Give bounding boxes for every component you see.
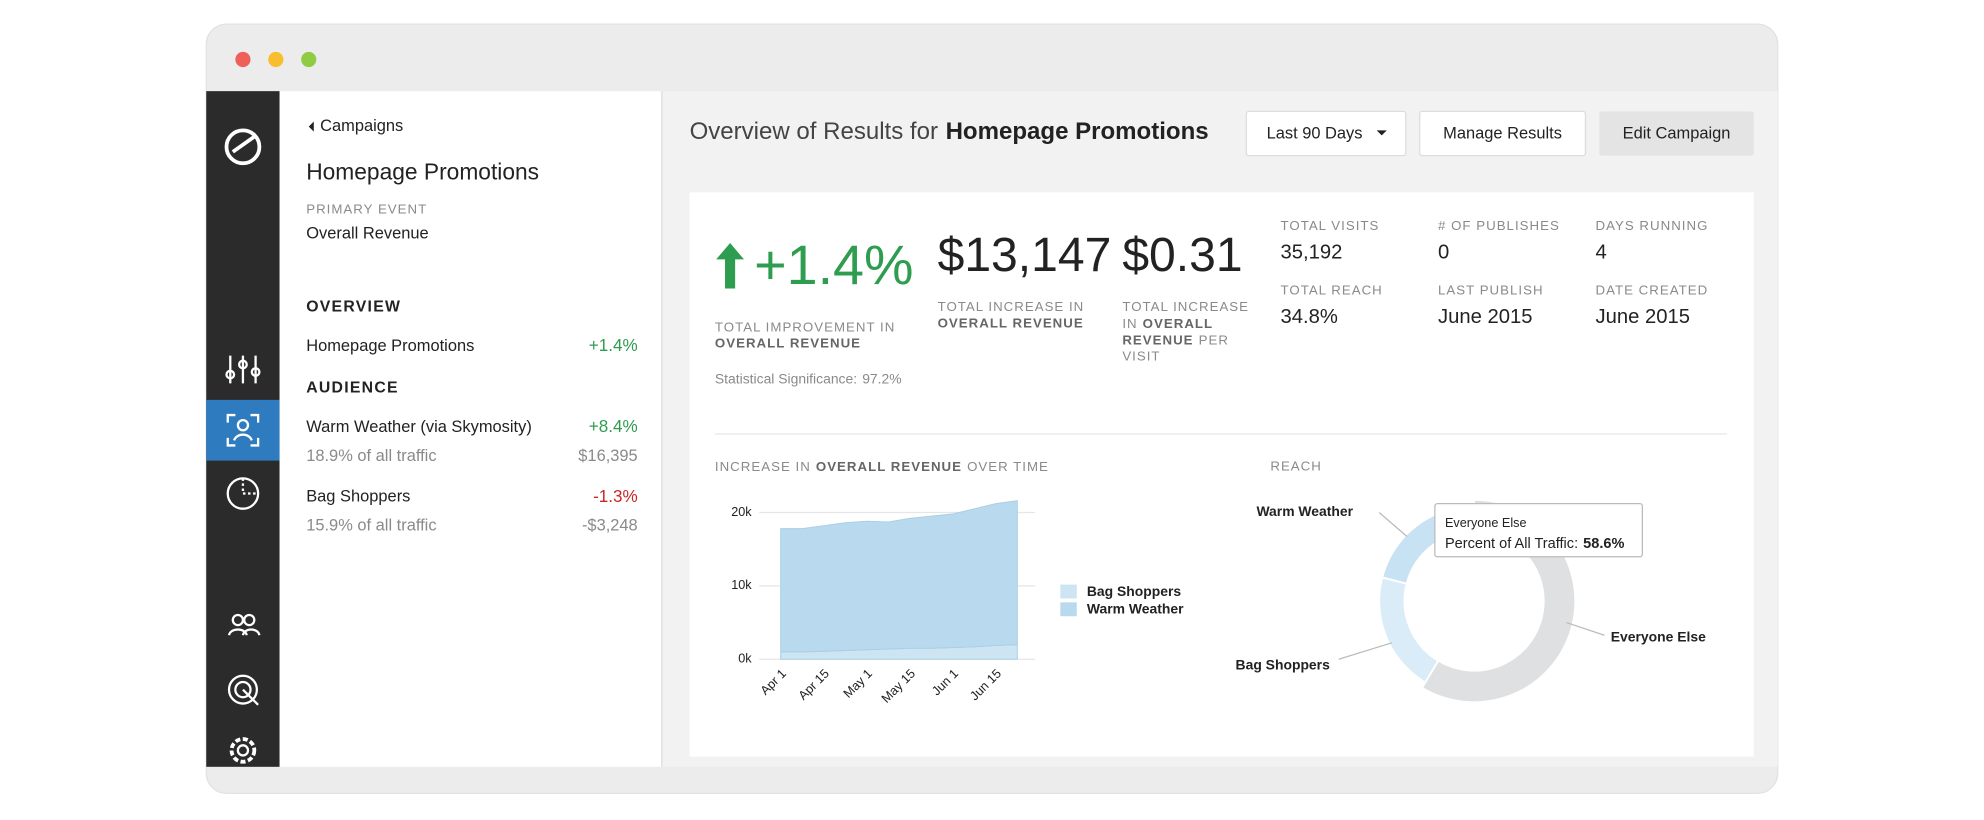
zoom-button[interactable] xyxy=(301,51,317,68)
metric-label: TOTAL IMPROVEMENT IN xyxy=(715,319,895,334)
legend-label: Warm Weather xyxy=(1087,601,1184,617)
campaign-panel xyxy=(279,91,662,767)
metric-label: REVENUE PER xyxy=(1122,332,1229,347)
stat-value: 4 xyxy=(1596,241,1607,263)
stat-value: 0 xyxy=(1438,241,1449,263)
nav-targets[interactable] xyxy=(227,674,259,706)
segment-revenue: -$3,248 xyxy=(582,517,638,535)
nav-icons xyxy=(224,128,262,764)
label-part: IN xyxy=(1122,315,1137,330)
segment-name[interactable]: Warm Weather (via Skymosity) xyxy=(306,418,532,436)
segment-change: +1.4% xyxy=(589,336,638,355)
legend-label: Bag Shoppers xyxy=(1087,583,1182,599)
back-caret xyxy=(308,121,314,132)
nav-reports[interactable] xyxy=(226,477,260,510)
label-part: OVERALL xyxy=(1143,315,1213,330)
close-button[interactable] xyxy=(235,51,251,68)
slice-label: Everyone Else xyxy=(1611,628,1706,644)
metric-value: $13,147 xyxy=(938,228,1112,282)
button-label: Manage Results xyxy=(1443,125,1562,143)
metric-label: TOTAL INCREASE xyxy=(1122,299,1249,314)
up-arrow xyxy=(716,242,744,289)
range-dropdown[interactable] xyxy=(1245,110,1407,157)
leader-line xyxy=(1566,621,1605,636)
segment-change: -1.3% xyxy=(593,487,638,506)
title-part: OVERALL REVENUE xyxy=(816,458,962,473)
dropdown-caret xyxy=(1376,130,1387,136)
metric-value: +1.4% xyxy=(754,234,913,296)
y-tick-label: 0k xyxy=(738,652,752,666)
y-tick-label: 10k xyxy=(731,578,752,592)
chart-title: INCREASE IN OVERALL REVENUE OVER TIME xyxy=(715,458,1049,473)
label-part: PER xyxy=(1199,332,1229,347)
stat-label: # OF PUBLISHES xyxy=(1438,218,1560,233)
label-part: REVENUE xyxy=(1122,332,1193,347)
stat-value: June 2015 xyxy=(1596,306,1691,328)
stat-value: June 2015 xyxy=(1438,306,1533,328)
button-label: Last 90 Days xyxy=(1267,125,1363,143)
sidebar-sections: OVERVIEW Homepage Promotions +1.4% AUDIENCE… xyxy=(306,299,638,535)
tooltip-title: Everyone Else xyxy=(1445,516,1527,530)
segment-revenue: $16,395 xyxy=(578,447,637,465)
manage-results-button[interactable] xyxy=(1419,110,1587,157)
metric-label: VISIT xyxy=(1122,348,1160,363)
tooltip-body: Percent of All Traffic: 58.6% xyxy=(1445,536,1625,552)
stat-label: DAYS RUNNING xyxy=(1596,218,1709,233)
section-heading: AUDIENCE xyxy=(306,380,399,397)
stat-value: 34.8% xyxy=(1280,306,1337,328)
title-part: INCREASE IN xyxy=(715,458,811,473)
legend-swatch xyxy=(1060,602,1077,617)
area xyxy=(780,500,1018,653)
metric-label: TOTAL INCREASE IN xyxy=(938,299,1085,314)
segment-name[interactable]: Homepage Promotions xyxy=(306,337,474,355)
stats-grid: TOTAL VISITS 35,192 # OF PUBLISHES 0 DAYS RU… xyxy=(1280,218,1709,328)
section-heading: OVERVIEW xyxy=(306,299,401,316)
stat-value: 35,192 xyxy=(1280,241,1342,263)
event-label: PRIMARY EVENT xyxy=(306,202,427,217)
minimize-button[interactable] xyxy=(268,51,284,68)
page-title: Overview of Results for Homepage Promotio… xyxy=(690,118,1209,145)
legend-swatch xyxy=(1060,584,1077,599)
significance: Statistical Significance: 97.2% xyxy=(715,370,902,386)
y-tick-label: 20k xyxy=(731,505,752,519)
edit-campaign-button[interactable] xyxy=(1599,111,1754,156)
logo[interactable] xyxy=(224,128,262,166)
metric-label: IN OVERALL xyxy=(1122,315,1213,330)
results-card xyxy=(689,192,1754,757)
nav-audience[interactable] xyxy=(226,413,260,447)
segment-traffic: 18.9% of all traffic xyxy=(306,447,436,465)
title-prefix: Overview of Results for xyxy=(690,118,938,145)
nav-settings[interactable] xyxy=(229,737,257,764)
segment-name[interactable]: Bag Shoppers xyxy=(306,488,410,506)
tooltip-label: Percent of All Traffic: xyxy=(1445,536,1578,552)
stat-label: LAST PUBLISH xyxy=(1438,283,1544,298)
tooltip-value: 58.6% xyxy=(1583,536,1624,552)
event-name: Overall Revenue xyxy=(306,224,428,242)
significance-value: 97.2% xyxy=(862,370,901,386)
chart-title: REACH xyxy=(1270,458,1322,473)
back-link[interactable]: Campaigns xyxy=(320,117,403,135)
metric-value: $0.31 xyxy=(1122,228,1242,282)
leader-line xyxy=(1338,642,1393,660)
slice-label: Bag Shoppers xyxy=(1236,656,1331,672)
segment-traffic: 15.9% of all traffic xyxy=(306,517,436,535)
segment-change: +8.4% xyxy=(589,417,638,436)
stat-label: TOTAL VISITS xyxy=(1280,218,1379,233)
significance-label: Statistical Significance: xyxy=(715,370,857,386)
nav-people[interactable] xyxy=(227,613,261,636)
metric-label: OVERALL REVENUE xyxy=(938,315,1084,330)
title-campaign: Homepage Promotions xyxy=(946,118,1209,145)
leader-line xyxy=(1378,512,1408,538)
nav-sliders[interactable] xyxy=(225,355,261,384)
title-part: OVER TIME xyxy=(967,458,1049,473)
slice-label: Warm Weather xyxy=(1256,503,1353,519)
stat-label: DATE CREATED xyxy=(1596,283,1709,298)
metric-label: OVERALL REVENUE xyxy=(715,336,861,351)
tooltip xyxy=(1434,503,1643,558)
stat-label: TOTAL REACH xyxy=(1280,283,1382,298)
campaign-title: Homepage Promotions xyxy=(306,158,539,184)
button-label: Edit Campaign xyxy=(1623,125,1731,143)
